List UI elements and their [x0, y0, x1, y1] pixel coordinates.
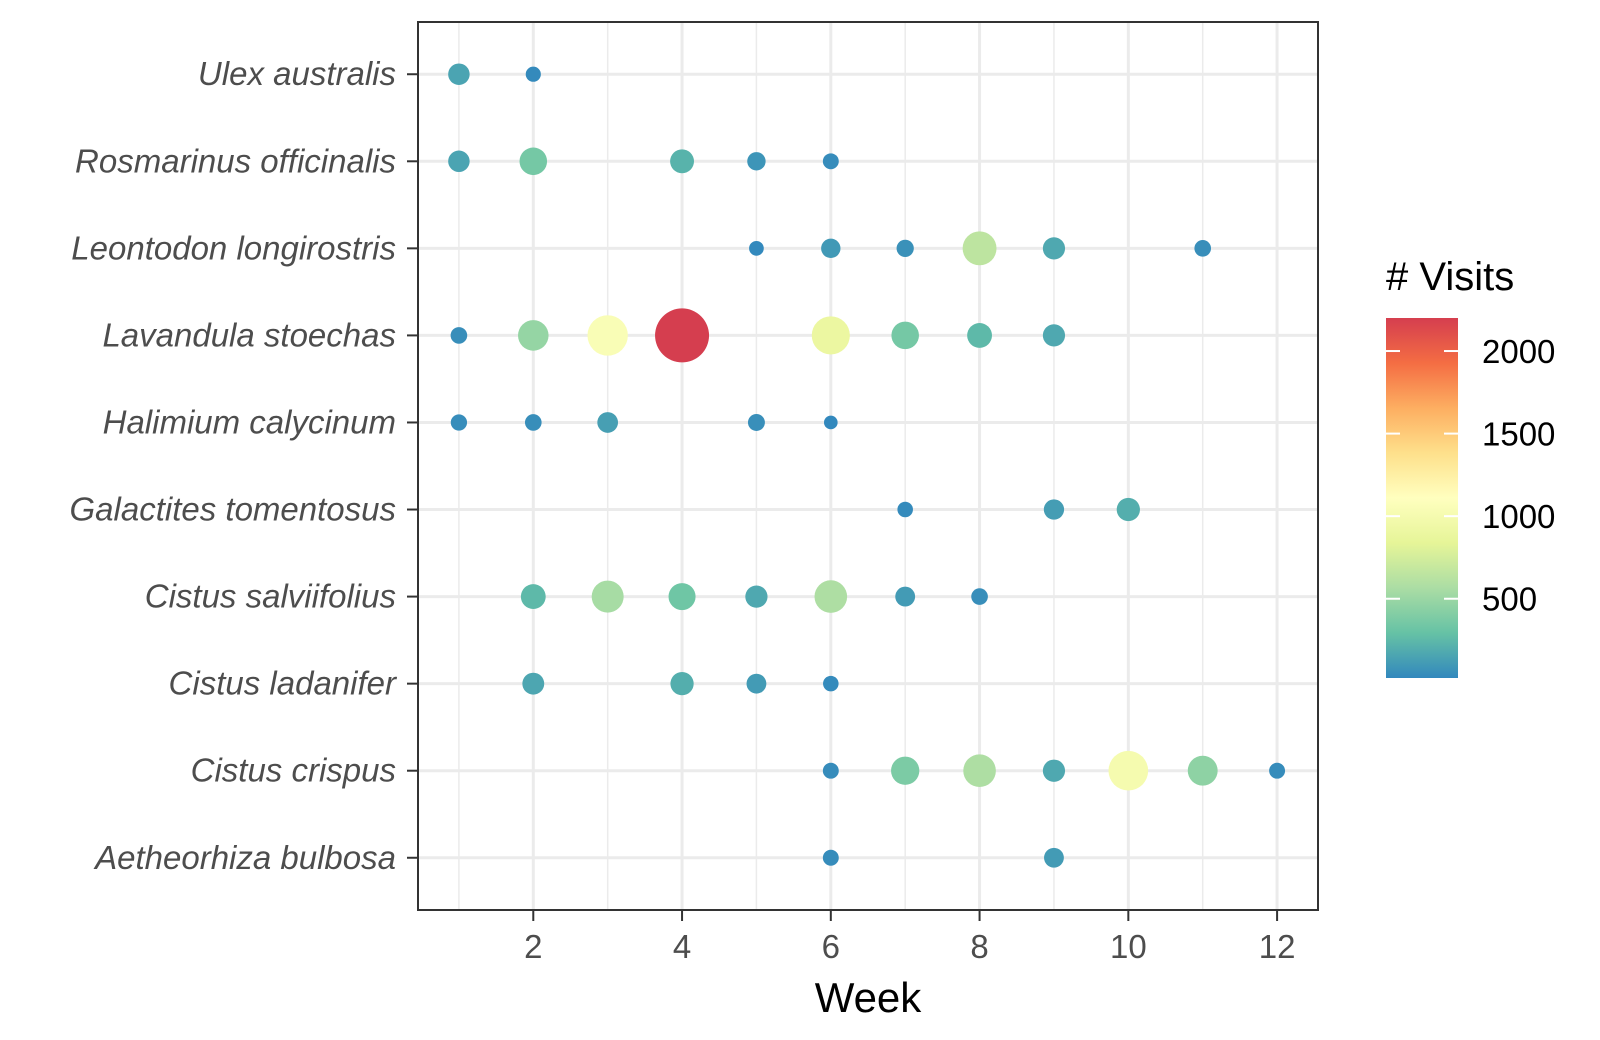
data-point [1187, 755, 1218, 786]
data-point [745, 585, 768, 608]
x-tick-label: 2 [524, 928, 542, 965]
y-tick-label: Leontodon longirostris [71, 229, 396, 266]
data-point [897, 501, 913, 518]
data-point [823, 415, 838, 430]
data-point [670, 149, 695, 174]
y-tick-label: Rosmarinus officinalis [75, 142, 396, 179]
data-point [1116, 497, 1140, 522]
data-point [971, 588, 988, 605]
x-axis: 2 4 6 8 10 12 [524, 910, 1295, 965]
legend-tick-label: 1000 [1482, 498, 1555, 535]
y-tick-label: Cistus crispus [191, 752, 396, 789]
data-point [524, 414, 542, 431]
data-point [1108, 750, 1149, 791]
legend-title: # Visits [1386, 255, 1514, 299]
y-tick-label: Ulex australis [198, 55, 396, 92]
data-point [747, 413, 765, 431]
data-point [963, 754, 996, 788]
data-point [1042, 759, 1066, 782]
y-tick-label: Cistus ladanifer [169, 665, 398, 702]
data-point [967, 322, 992, 348]
data-point [655, 308, 710, 363]
data-point [668, 583, 696, 611]
legend-tick-label: 500 [1482, 581, 1537, 618]
panel-border [417, 21, 1319, 911]
legend: # Visits 500 1000 1500 2000 [1386, 255, 1555, 678]
legend-ticks: 500 1000 1500 2000 [1386, 333, 1555, 618]
x-tick-label: 4 [673, 928, 691, 965]
legend-tick-label: 1500 [1482, 416, 1555, 453]
x-tick-label: 8 [970, 928, 988, 965]
data-point [895, 586, 916, 607]
data-point [746, 673, 767, 694]
y-tick-label: Galactites tomentosus [70, 491, 397, 528]
data-point [896, 239, 914, 257]
plot-background [418, 22, 1318, 910]
legend-colorbar [1386, 318, 1458, 678]
data-point [1269, 762, 1286, 779]
data-point [591, 580, 624, 613]
data-point [1042, 324, 1066, 347]
data-point [1044, 847, 1064, 868]
y-tick-label: Aetheorhiza bulbosa [93, 839, 396, 876]
points-layer [448, 63, 1286, 868]
data-point [823, 675, 839, 692]
x-tick-label: 12 [1259, 928, 1296, 965]
x-tick-label: 6 [822, 928, 840, 965]
y-tick-label: Lavandula stoechas [102, 316, 396, 353]
data-point [1043, 499, 1065, 520]
data-point [522, 672, 545, 695]
data-point [670, 672, 694, 696]
y-tick-label: Halimium calycinum [103, 403, 396, 440]
data-point [520, 584, 546, 610]
data-point [814, 580, 848, 613]
y-tick-label: Cistus salviifolius [145, 578, 396, 615]
data-point [448, 150, 470, 173]
x-tick-label: 10 [1110, 928, 1147, 965]
data-point [891, 756, 920, 785]
data-point [891, 321, 919, 350]
data-point [821, 238, 841, 259]
data-point [597, 412, 619, 433]
data-point [450, 327, 468, 344]
data-point [811, 316, 850, 355]
data-point [518, 320, 549, 351]
data-point [822, 153, 839, 170]
data-point [519, 147, 548, 176]
data-point [525, 66, 541, 82]
panel-background [418, 22, 1318, 910]
data-point [962, 231, 997, 266]
grid-major [418, 22, 1318, 910]
data-point [747, 152, 766, 171]
y-axis: Aetheorhiza bulbosa Cistus crispus Cistus … [70, 55, 418, 876]
data-point [822, 762, 839, 779]
data-point [587, 315, 628, 356]
data-point [1042, 237, 1066, 260]
legend-tick-label: 2000 [1482, 333, 1555, 370]
data-point [749, 241, 764, 256]
data-point [448, 63, 470, 85]
data-point [450, 414, 468, 431]
data-point [1194, 240, 1212, 257]
x-axis-title: Week [815, 974, 923, 1021]
data-point [822, 849, 839, 866]
